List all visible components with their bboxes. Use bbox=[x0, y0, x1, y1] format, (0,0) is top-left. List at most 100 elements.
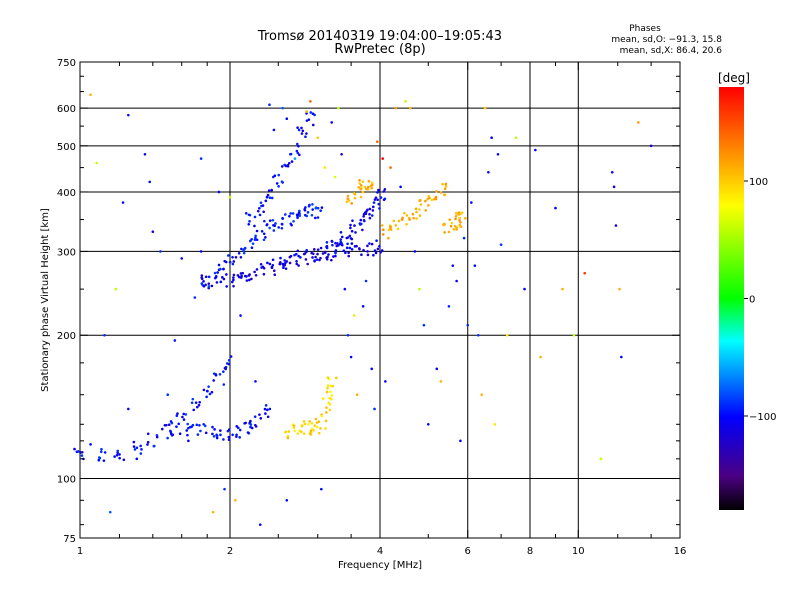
chart-subtitle: RwPretec (8p) bbox=[334, 42, 425, 57]
scatter-dot bbox=[343, 287, 347, 291]
echo-dot bbox=[266, 408, 269, 412]
echo-dot bbox=[348, 246, 352, 250]
echo-dot bbox=[278, 262, 281, 266]
echo-dot bbox=[330, 239, 334, 243]
echo-dot bbox=[339, 238, 343, 241]
echo-dot bbox=[447, 230, 451, 234]
scatter-dot bbox=[151, 230, 155, 234]
scatter-dot bbox=[483, 106, 487, 110]
echo-dot bbox=[207, 282, 211, 285]
echo-dot bbox=[328, 396, 331, 400]
echo-dot bbox=[458, 216, 461, 220]
echo-dot bbox=[346, 242, 349, 246]
echo-dot bbox=[430, 198, 434, 202]
echo-dot bbox=[175, 414, 179, 418]
echo-dot bbox=[326, 386, 329, 390]
echo-dot bbox=[268, 196, 272, 199]
echo-dot bbox=[307, 422, 310, 426]
echo-dot bbox=[198, 400, 201, 404]
echo-dot bbox=[367, 179, 371, 183]
echo-dot bbox=[215, 281, 219, 284]
echo-dot bbox=[212, 372, 216, 375]
scatter-dot bbox=[505, 333, 509, 337]
scatter-dot bbox=[599, 457, 603, 461]
scatter-dot bbox=[490, 136, 493, 140]
echo-dot bbox=[303, 252, 307, 255]
scatter-dot bbox=[496, 152, 500, 156]
echo-dot bbox=[454, 217, 457, 221]
echo-dot bbox=[290, 223, 293, 227]
echo-dot bbox=[286, 436, 290, 440]
echo-dot bbox=[418, 214, 422, 217]
echo-dot bbox=[345, 246, 349, 250]
echo-dot bbox=[249, 423, 253, 426]
echo-dot bbox=[247, 213, 251, 217]
echo-dot bbox=[216, 271, 219, 274]
echo-dot bbox=[434, 195, 438, 199]
echo-dot bbox=[200, 274, 204, 277]
colorbar-tick-label: 100 bbox=[749, 177, 768, 188]
echo-dot bbox=[347, 254, 351, 258]
echo-dot bbox=[155, 435, 159, 439]
colorbar-tick-label: −100 bbox=[749, 412, 776, 423]
echo-dot bbox=[330, 394, 333, 397]
scatter-dot bbox=[539, 355, 542, 359]
y-axis-ticks: 75 100 200 300 400 500 600 750 bbox=[57, 58, 680, 545]
scatter-dot bbox=[499, 243, 503, 246]
echo-dot bbox=[450, 221, 454, 225]
echo-dot bbox=[297, 128, 301, 132]
echo-dot bbox=[195, 423, 199, 427]
echo-dot bbox=[353, 224, 356, 227]
echo-dot bbox=[282, 266, 285, 270]
scatter-dot bbox=[459, 439, 462, 443]
echo-dot bbox=[97, 458, 101, 462]
echo-dot bbox=[146, 440, 150, 444]
echo-dot bbox=[372, 253, 375, 257]
echo-dot bbox=[250, 237, 253, 241]
echo-dot bbox=[375, 239, 378, 242]
echo-dot bbox=[293, 429, 297, 433]
echo-dot bbox=[239, 255, 243, 259]
echo-dot bbox=[387, 236, 390, 240]
echo-dot bbox=[424, 209, 428, 212]
echo-dot bbox=[327, 253, 330, 256]
echo-dot bbox=[116, 451, 119, 455]
echo-dot bbox=[380, 224, 384, 227]
echo-dot bbox=[396, 227, 400, 231]
echo-dot bbox=[394, 224, 398, 227]
echo-dot bbox=[219, 280, 223, 284]
echo-dot bbox=[297, 144, 300, 148]
scatter-dot bbox=[399, 185, 402, 189]
echo-dot bbox=[177, 422, 180, 426]
echo-dot bbox=[186, 422, 189, 426]
echo-dot bbox=[214, 373, 218, 377]
echo-dot bbox=[405, 214, 409, 217]
echo-dot bbox=[219, 433, 222, 437]
echo-dot bbox=[347, 251, 350, 255]
echo-dot bbox=[316, 252, 319, 256]
scatter-dot bbox=[108, 510, 112, 514]
echo-dot bbox=[331, 243, 334, 247]
echo-dot bbox=[277, 226, 281, 229]
echo-dot bbox=[371, 209, 375, 212]
echo-dot bbox=[329, 384, 333, 388]
echo-dot bbox=[280, 226, 284, 230]
echo-dot bbox=[116, 449, 120, 453]
scatter-dot bbox=[477, 333, 480, 337]
echo-dot bbox=[244, 211, 248, 215]
echo-dot bbox=[277, 185, 280, 188]
echo-dot bbox=[302, 432, 306, 435]
echo-dot bbox=[311, 208, 314, 211]
echo-dot bbox=[380, 249, 384, 252]
echo-dot bbox=[319, 256, 322, 260]
echo-dot bbox=[310, 421, 314, 425]
echo-dot bbox=[251, 242, 255, 245]
echo-dot bbox=[255, 268, 259, 271]
echo-dot bbox=[283, 259, 286, 262]
echo-dot bbox=[389, 228, 393, 231]
scatter-dot bbox=[426, 422, 430, 426]
echo-dot bbox=[295, 262, 299, 266]
echo-dot bbox=[349, 223, 352, 227]
echo-dot bbox=[225, 273, 228, 276]
echo-dot bbox=[222, 267, 225, 271]
